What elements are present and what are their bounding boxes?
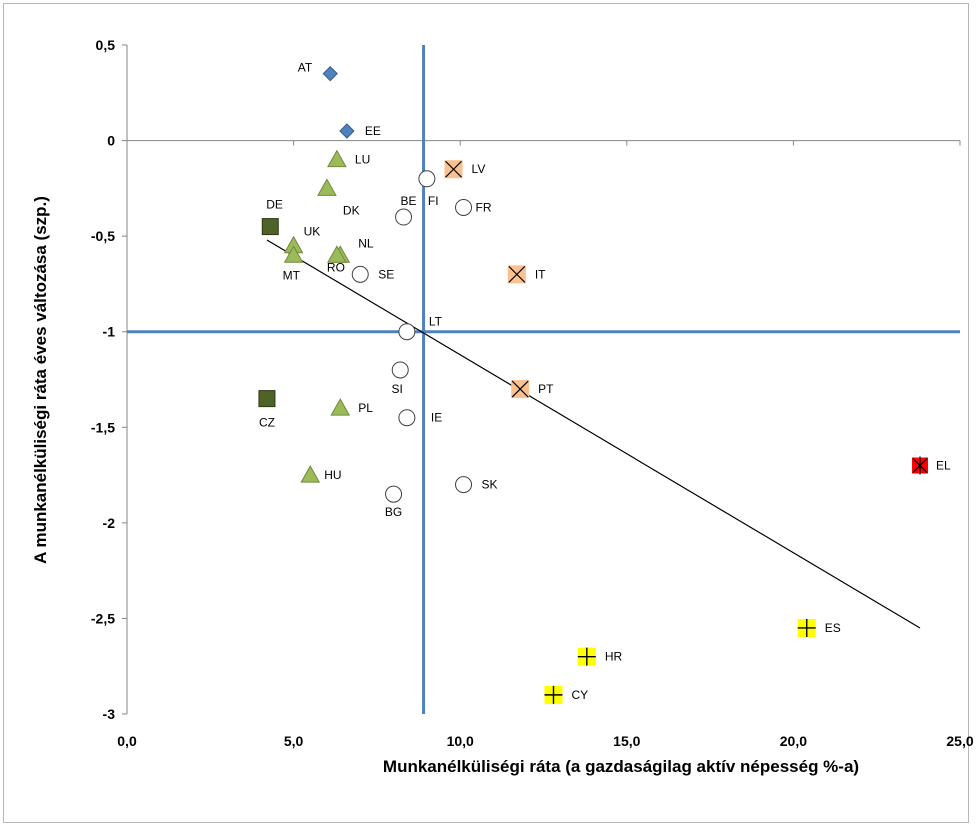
y-tick-label: 0: [107, 133, 115, 149]
point-at: [322, 65, 338, 82]
point-fr: [455, 198, 473, 216]
label-el: EL: [936, 459, 951, 473]
label-de: DE: [266, 198, 283, 212]
label-si: SI: [392, 382, 403, 396]
point-ro: [327, 245, 347, 263]
data-points: [258, 65, 929, 704]
label-hr: HR: [605, 650, 623, 664]
x-tick-label: 5,0: [284, 733, 304, 749]
point-be: [395, 208, 413, 226]
label-fi: FI: [428, 194, 439, 208]
label-ee: EE: [365, 124, 381, 138]
point-pl: [330, 398, 351, 416]
label-lu: LU: [355, 153, 370, 167]
label-mt: MT: [283, 268, 301, 282]
point-de: [261, 218, 279, 236]
label-uk: UK: [304, 225, 321, 239]
point-se: [351, 265, 369, 283]
axes: 0,5 0 -0,5 -1 -1,5 -2 -2,5 -30,0 5,0 10,0 15,0 20,0…: [91, 37, 974, 749]
point-it-cross: [508, 265, 526, 283]
point-cz: [258, 390, 276, 408]
label-hu: HU: [324, 468, 341, 482]
y-tick-label: -1,5: [91, 419, 115, 435]
point-labels: AT EE LU DK UK MT NL RO PL HU DE CZ FI BE FR SE LT SI IE SK…: [259, 61, 951, 702]
y-tick-label: -3: [103, 706, 116, 722]
point-ie: [398, 409, 416, 427]
point-dk: [317, 178, 337, 196]
label-ie: IE: [431, 411, 442, 425]
point-el: [912, 456, 929, 475]
label-ro: RO: [327, 260, 345, 274]
point-lu: [327, 149, 347, 168]
label-cz: CZ: [259, 416, 275, 430]
point-lv-cross: [445, 160, 462, 178]
x-tick-label: 25,0: [946, 733, 973, 749]
y-axis-title: A munkanélküliségi ráta éves változása (…: [31, 196, 50, 564]
label-nl: NL: [358, 236, 374, 250]
trendline-layer: [266, 239, 921, 629]
x-axis-title: Munkanélküliségi ráta (a gazdaságilag ak…: [383, 757, 859, 776]
label-pl: PL: [358, 401, 373, 415]
y-tick-label: -0,5: [91, 228, 115, 244]
reference-lines: [127, 45, 960, 714]
label-cy: CY: [571, 688, 588, 702]
y-tick-label: -2: [103, 515, 116, 531]
point-es-plus: [797, 618, 816, 637]
point-lt: [398, 323, 416, 341]
point-fi: [418, 170, 436, 188]
point-cy-plus: [544, 685, 563, 704]
point-sk: [455, 476, 473, 494]
label-es: ES: [825, 621, 841, 635]
point-el-star: [912, 456, 928, 475]
point-hr-plus: [577, 647, 596, 666]
point-cy: [544, 685, 563, 704]
label-it: IT: [535, 267, 546, 281]
y-tick-label: -2,5: [91, 610, 115, 626]
point-ee: [339, 123, 355, 139]
x-tick-label: 20,0: [780, 733, 807, 749]
label-lt: LT: [429, 315, 443, 329]
x-tick-label: 15,0: [613, 733, 640, 749]
label-sk: SK: [482, 478, 498, 492]
x-tick-label: 0,0: [117, 733, 137, 749]
point-mt: [283, 245, 304, 263]
point-it: [507, 265, 526, 284]
y-tick-label: -1: [103, 324, 116, 340]
label-lv: LV: [472, 162, 486, 176]
y-tick-label: 0,5: [96, 37, 116, 53]
point-si: [391, 361, 409, 379]
label-fr: FR: [476, 200, 492, 214]
point-pt: [511, 380, 530, 399]
point-lv: [444, 160, 463, 179]
point-hr: [577, 647, 596, 666]
point-es: [797, 618, 816, 637]
x-tick-label: 10,0: [447, 733, 474, 749]
trendline: [266, 239, 921, 629]
chart-frame: [3, 3, 969, 823]
label-bg: BG: [385, 505, 402, 519]
label-dk: DK: [343, 203, 360, 217]
label-at: AT: [298, 61, 313, 75]
label-se: SE: [378, 267, 394, 281]
point-hu: [300, 465, 321, 483]
point-bg: [385, 485, 403, 503]
point-pt-cross: [511, 380, 529, 398]
label-be: BE: [401, 194, 417, 208]
label-pt: PT: [538, 382, 554, 396]
